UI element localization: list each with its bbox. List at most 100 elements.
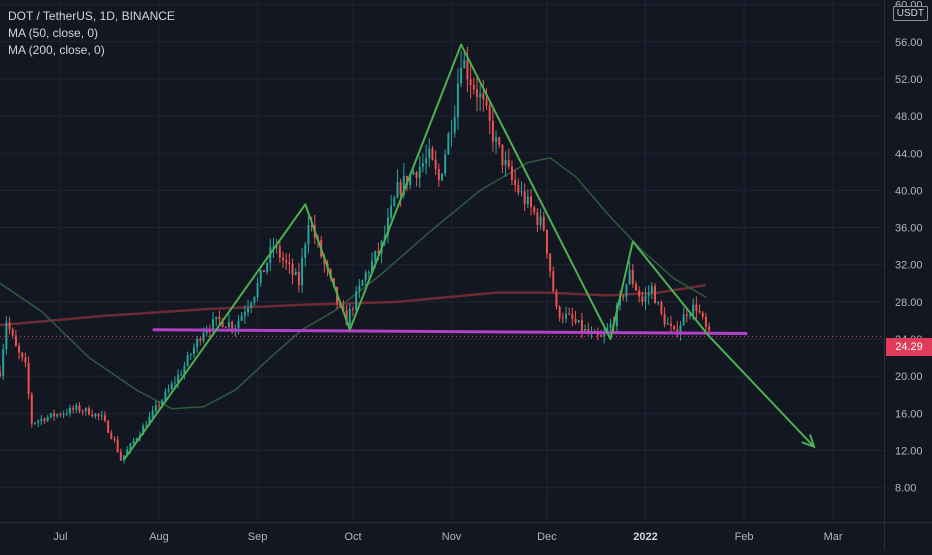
ma200-line (0, 283, 707, 327)
y-tick-label: 8.00 (895, 483, 916, 495)
candle (682, 307, 685, 326)
grid (0, 0, 884, 522)
ma50-legend[interactable]: MA (50, close, 0) (8, 26, 99, 40)
candle (21, 351, 24, 362)
candle (355, 286, 358, 315)
candle (574, 310, 577, 325)
candle (434, 150, 437, 175)
candle (482, 80, 485, 112)
y-tick-label: 60.00 (895, 0, 923, 12)
candle (103, 411, 106, 423)
candle (485, 88, 488, 111)
candle (81, 409, 84, 416)
candle (291, 258, 294, 285)
candle (62, 410, 65, 419)
candle (530, 189, 533, 216)
candle (68, 404, 71, 417)
candle (453, 105, 456, 138)
candle (88, 405, 91, 416)
candle (431, 146, 434, 161)
candle (5, 316, 8, 355)
candle (386, 208, 389, 244)
candle (367, 269, 370, 279)
candle (119, 448, 122, 461)
candle (259, 269, 262, 287)
candle (622, 293, 625, 301)
currency-badge[interactable]: USDT (892, 6, 928, 21)
candle (421, 153, 424, 173)
candle (491, 107, 494, 152)
candle (510, 160, 513, 186)
candle (243, 305, 246, 324)
candle (447, 131, 450, 156)
candle (46, 414, 49, 423)
candle (450, 120, 453, 147)
candle (186, 351, 189, 367)
candle (568, 307, 571, 316)
candle (418, 155, 421, 188)
candle (561, 312, 564, 324)
candle (536, 208, 539, 233)
drawings[interactable] (0, 43, 884, 461)
candle (2, 343, 5, 380)
ma200-legend[interactable]: MA (200, close, 0) (8, 43, 105, 57)
candle (49, 412, 52, 419)
x-tick-label: Aug (149, 531, 169, 543)
candle (669, 316, 672, 333)
candle (441, 172, 443, 182)
candle (514, 169, 517, 192)
candle (469, 64, 472, 99)
candle (517, 178, 520, 196)
candle (110, 430, 113, 440)
x-tick-label: 2022 (633, 531, 657, 543)
candle (361, 279, 364, 287)
candle (278, 241, 281, 264)
candle (545, 229, 548, 260)
candle (212, 311, 215, 337)
candle (701, 311, 704, 320)
candle (533, 205, 536, 215)
candle (628, 261, 631, 286)
candle (437, 163, 440, 187)
x-tick-label: Dec (537, 531, 557, 543)
candle (571, 307, 574, 327)
y-tick-label: 40.00 (895, 185, 923, 197)
candle (27, 356, 30, 400)
candle (65, 408, 68, 417)
candle (116, 435, 119, 453)
candle (479, 85, 482, 112)
candle (695, 296, 698, 320)
symbol-title[interactable]: DOT / TetherUS, 1D, BINANCE (8, 9, 175, 23)
candle (8, 316, 11, 335)
candles (0, 46, 711, 464)
candle (288, 253, 291, 275)
candle (460, 50, 463, 88)
candle (520, 181, 523, 197)
candle (94, 412, 97, 419)
x-tick-label: Jul (53, 531, 67, 543)
candle (676, 321, 679, 338)
candle (631, 263, 634, 288)
x-tick-label: Nov (442, 531, 462, 543)
support-line (152, 328, 748, 335)
candle (425, 144, 428, 175)
candle (475, 74, 478, 112)
candle (297, 262, 300, 293)
y-tick-label: 32.00 (895, 260, 923, 272)
candle (657, 301, 660, 306)
candle (660, 300, 663, 317)
candle (78, 402, 81, 414)
candle (304, 242, 307, 267)
candle (247, 299, 250, 317)
candle (256, 277, 259, 302)
candle (33, 421, 36, 425)
candle (523, 183, 526, 212)
candle (199, 336, 202, 346)
candle (634, 280, 637, 292)
candle (428, 138, 431, 167)
x-tick-label: Oct (344, 531, 361, 543)
candle (555, 288, 558, 310)
